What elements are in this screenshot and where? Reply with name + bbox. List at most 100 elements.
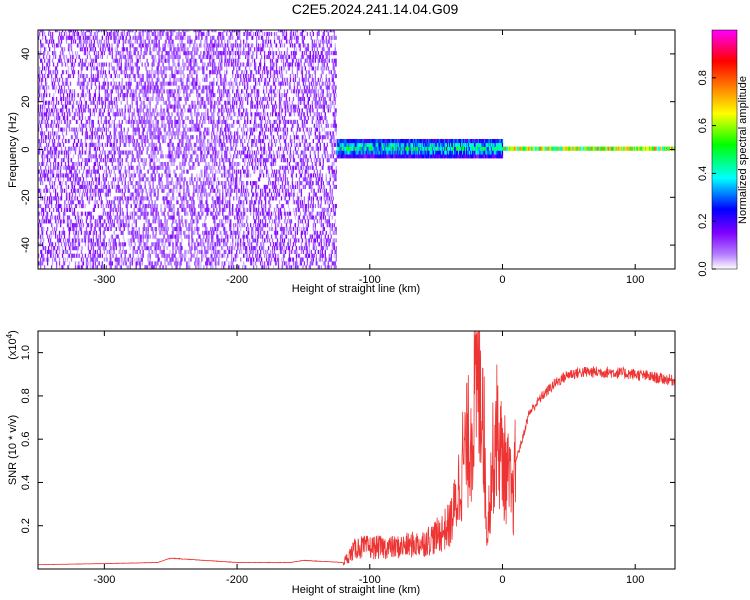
heatmap-cell (74, 203, 77, 209)
heatmap-cell (49, 230, 52, 235)
heatmap-cell (118, 146, 120, 151)
heatmap-cell (61, 70, 64, 75)
heatmap-cell (99, 54, 102, 59)
heatmap-cell (103, 219, 105, 224)
heatmap-cell (57, 161, 60, 167)
heatmap-cell (38, 138, 40, 144)
heatmap-cell (146, 177, 148, 182)
heatmap-cell (90, 196, 93, 201)
heatmap-cell (76, 43, 79, 48)
heatmap-cell (154, 203, 156, 209)
heatmap-cell (127, 85, 129, 90)
heatmap-cell (114, 203, 116, 209)
heatmap-cell (211, 119, 213, 124)
heatmap-cell (173, 77, 175, 82)
heatmap-cell (87, 116, 90, 121)
heatmap-cell (207, 54, 209, 59)
heatmap-cell (57, 177, 60, 182)
heatmap-cell (151, 135, 153, 140)
heatmap-cell (44, 207, 47, 212)
heatmap-cell (146, 131, 148, 136)
heatmap-cell (181, 108, 183, 113)
heatmap-cell (204, 131, 206, 136)
heatmap-cell (92, 246, 95, 251)
heatmap-cell (211, 89, 213, 94)
heatmap-cell (168, 66, 170, 71)
heatmap-cell (97, 51, 100, 56)
heatmap-cell (131, 158, 133, 163)
heatmap-cell (82, 108, 85, 113)
heatmap-cell (101, 62, 103, 67)
heatmap-cell (143, 242, 145, 247)
heatmap-cell (212, 196, 214, 201)
heatmap-cell (153, 146, 155, 151)
heatmap-cell (57, 35, 60, 40)
heatmap-cell (151, 265, 153, 269)
heatmap-cell (148, 31, 150, 37)
heatmap-cell (158, 242, 160, 247)
heatmap-cell (213, 58, 215, 63)
heatmap-cell (120, 138, 122, 144)
heatmap-cell (132, 196, 134, 201)
heatmap-cell (79, 96, 82, 102)
heatmap-cell (51, 173, 54, 178)
heatmap-cell (169, 234, 171, 239)
heatmap-cell (67, 30, 70, 33)
heatmap-cell (78, 261, 81, 266)
heatmap-cell (212, 211, 214, 216)
heatmap-cell (83, 165, 86, 170)
heatmap-cell (210, 142, 212, 147)
heatmap-cell (146, 196, 148, 201)
heatmap-cell (117, 196, 119, 201)
heatmap-cell (80, 39, 83, 44)
heatmap-cell (145, 246, 147, 251)
heatmap-cell (89, 261, 92, 266)
heatmap-cell (183, 230, 185, 235)
heatmap-cell (151, 177, 153, 182)
heatmap-cell (156, 203, 158, 209)
heatmap-cell (140, 242, 142, 247)
heatmap-cell (136, 249, 138, 254)
heatmap-cell (147, 73, 149, 79)
heatmap-cell (208, 96, 210, 102)
heatmap-cell (173, 47, 175, 52)
heatmap-cell (47, 123, 50, 128)
heatmap-cell (125, 138, 127, 144)
heatmap-cell (55, 116, 58, 121)
heatmap-cell (43, 246, 46, 251)
heatmap-cell (79, 150, 82, 155)
heatmap-cell (140, 35, 142, 40)
heatmap-cell (131, 43, 133, 48)
heatmap-cell (170, 89, 172, 94)
heatmap-cell (121, 119, 123, 124)
heatmap-cell (102, 177, 104, 182)
heatmap-cell (91, 119, 94, 124)
heatmap-cell (47, 169, 50, 174)
heatmap-cell (169, 89, 171, 94)
heatmap-cell (185, 131, 187, 136)
heatmap-cell (151, 146, 153, 151)
heatmap-cell (199, 184, 201, 189)
heatmap-cell (123, 54, 125, 59)
heatmap-cell (147, 93, 149, 98)
heatmap-cell (145, 177, 147, 182)
heatmap-cell (53, 226, 56, 232)
heatmap-cell (79, 58, 82, 63)
heatmap-cell (194, 100, 196, 105)
heatmap-cell (95, 77, 98, 82)
heatmap-cell (69, 73, 72, 79)
heatmap-cell (180, 108, 182, 113)
heatmap-cell (191, 89, 193, 94)
heatmap-cell (85, 146, 88, 151)
heatmap-cell (152, 47, 154, 52)
heatmap-cell (187, 51, 189, 56)
heatmap-cell (112, 211, 114, 216)
heatmap-cell (52, 169, 55, 174)
heatmap-cell (167, 184, 169, 189)
heatmap-cell (143, 207, 145, 212)
heatmap-cell (85, 43, 88, 48)
heatmap-cell (96, 70, 99, 75)
heatmap-cell (168, 135, 170, 140)
heatmap-cell (160, 54, 162, 59)
heatmap-cell (104, 246, 106, 251)
